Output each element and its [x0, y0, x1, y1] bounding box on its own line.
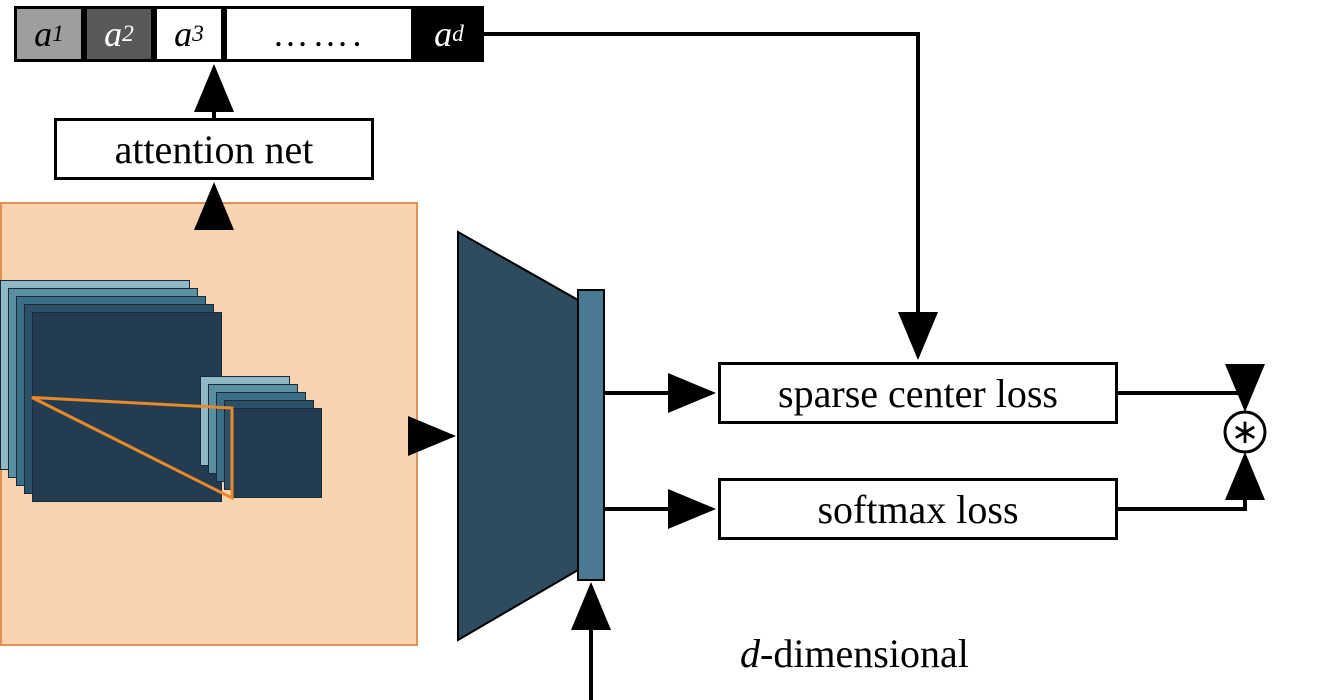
arrow [1118, 456, 1245, 509]
feature-map [32, 312, 222, 502]
sparse-center-loss-box: sparse center loss [718, 362, 1118, 424]
feature-pooling-label-wrap: feature pooling [476, 286, 520, 586]
d-italic: d [740, 631, 760, 676]
softmax-loss-label: softmax loss [817, 486, 1018, 533]
feature-pooling-label: feature pooling [476, 320, 520, 551]
attention-vector-cell-3: ……. [224, 6, 414, 62]
combine-node [1225, 412, 1265, 452]
arrow [1118, 393, 1245, 408]
attention-vector-cell-2: a3 [154, 6, 224, 62]
softmax-loss-box: softmax loss [718, 478, 1118, 540]
attention-vector-cell-4: ad [414, 6, 484, 62]
asterisk-icon: ∗ [1231, 414, 1260, 451]
attention-net-label: attention net [115, 126, 314, 173]
d-rest: -dimensional [760, 631, 969, 676]
attention-vector-cell-0: a1 [14, 6, 84, 62]
sparse-center-loss-label: sparse center loss [778, 370, 1058, 417]
arrow [484, 34, 918, 356]
attention-net-box: attention net [54, 118, 374, 180]
fc-bar [578, 290, 604, 580]
feature-map [232, 408, 322, 498]
d-dimensional-label: d-dimensional [740, 630, 969, 677]
attention-vector-cell-1: a2 [84, 6, 154, 62]
